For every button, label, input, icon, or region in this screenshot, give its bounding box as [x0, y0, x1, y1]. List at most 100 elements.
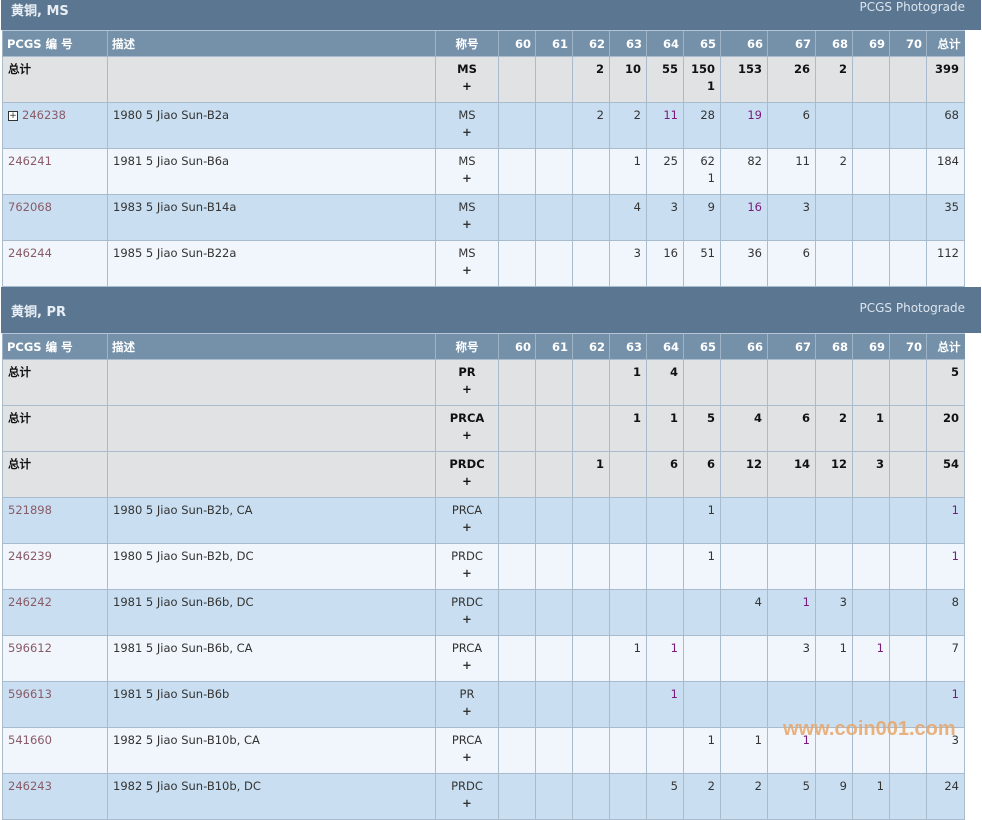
- grade-cell: 2: [816, 406, 853, 452]
- grade-cell[interactable]: 1: [647, 636, 684, 682]
- total-cell[interactable]: 24: [927, 774, 965, 820]
- total-cell[interactable]: 35: [927, 195, 965, 241]
- grade-cell[interactable]: 11: [768, 149, 816, 195]
- grade-cell: [610, 590, 647, 636]
- col-grade: 61: [536, 334, 573, 360]
- col-grade: 65: [684, 334, 721, 360]
- grade-cell[interactable]: 3: [647, 195, 684, 241]
- grade-cell[interactable]: 5: [647, 774, 684, 820]
- grade-cell[interactable]: 2: [684, 774, 721, 820]
- watermark: www.coin001.com: [783, 718, 956, 741]
- grade-cell[interactable]: 4: [610, 195, 647, 241]
- pcgs-number-link[interactable]: 246244: [8, 246, 52, 260]
- grade-cell[interactable]: 1: [647, 682, 684, 728]
- pcgs-number-link[interactable]: 246238: [22, 108, 66, 122]
- expand-icon[interactable]: +: [8, 111, 18, 121]
- grade-cell[interactable]: 9: [684, 195, 721, 241]
- grade-cell[interactable]: 3: [610, 241, 647, 287]
- designation-label: PRDC: [441, 594, 493, 611]
- designation-label: MS: [441, 61, 493, 78]
- grade-cell[interactable]: 1: [853, 774, 890, 820]
- grade-cell[interactable]: 2: [610, 103, 647, 149]
- grade-cell[interactable]: 1: [816, 636, 853, 682]
- grade-cell[interactable]: 1: [684, 544, 721, 590]
- total-cell[interactable]: 7: [927, 636, 965, 682]
- grade-cell: [573, 774, 610, 820]
- total-cell[interactable]: 184: [927, 149, 965, 195]
- pcgs-number-link[interactable]: 596612: [8, 641, 52, 655]
- pcgs-number-link[interactable]: 541660: [8, 733, 52, 747]
- col-grade: 64: [647, 334, 684, 360]
- pcgs-number-link[interactable]: 246243: [8, 779, 52, 793]
- grade-cell[interactable]: 16: [721, 195, 768, 241]
- plus-label: +: [441, 427, 493, 444]
- total-label: 总计: [3, 57, 108, 103]
- grade-cell[interactable]: 9: [816, 774, 853, 820]
- grade-cell[interactable]: 62 1: [684, 149, 721, 195]
- grade-cell[interactable]: 1: [610, 149, 647, 195]
- grade-cell[interactable]: 25: [647, 149, 684, 195]
- grade-cell[interactable]: 16: [647, 241, 684, 287]
- grade-cell: [816, 360, 853, 406]
- photograde-link[interactable]: PCGS Photograde: [860, 0, 965, 14]
- total-cell[interactable]: 1: [927, 498, 965, 544]
- grade-cell[interactable]: 82: [721, 149, 768, 195]
- grade-cell[interactable]: 3: [768, 636, 816, 682]
- pcgs-number-link[interactable]: 246241: [8, 154, 52, 168]
- plus-label: +: [441, 124, 493, 141]
- grade-cell[interactable]: 19: [721, 103, 768, 149]
- pcgs-number-link[interactable]: 521898: [8, 503, 52, 517]
- grade-cell[interactable]: 4: [721, 590, 768, 636]
- grade-cell: [890, 544, 927, 590]
- grade-cell[interactable]: 28: [684, 103, 721, 149]
- pcgs-number-link[interactable]: 246242: [8, 595, 52, 609]
- grade-cell[interactable]: 1: [684, 498, 721, 544]
- grade-cell: 12: [816, 452, 853, 498]
- pcgs-number-link[interactable]: 246239: [8, 549, 52, 563]
- total-cell[interactable]: 112: [927, 241, 965, 287]
- section-header: 黄铜, MS PCGS Photograde: [1, 0, 981, 30]
- grade-cell[interactable]: 1: [768, 590, 816, 636]
- total-cell[interactable]: 1: [927, 544, 965, 590]
- pcgs-number-link[interactable]: 762068: [8, 200, 52, 214]
- grade-cell: [853, 360, 890, 406]
- grade-cell[interactable]: 5: [768, 774, 816, 820]
- total-cell[interactable]: 8: [927, 590, 965, 636]
- grade-cell: [768, 498, 816, 544]
- grade-cell: [573, 360, 610, 406]
- total-cell[interactable]: 68: [927, 103, 965, 149]
- description: [108, 57, 436, 103]
- grade-cell[interactable]: 2: [816, 149, 853, 195]
- grade-cell[interactable]: 1: [853, 636, 890, 682]
- grade-cell: 1: [610, 406, 647, 452]
- grade-cell[interactable]: 1: [610, 636, 647, 682]
- section-title: 黄铜, PR: [11, 301, 66, 320]
- grade-cell[interactable]: 51: [684, 241, 721, 287]
- grade-cell[interactable]: 3: [816, 590, 853, 636]
- grade-cell: [816, 241, 853, 287]
- grade-cell[interactable]: 36: [721, 241, 768, 287]
- grade-cell: [890, 452, 927, 498]
- grade-cell[interactable]: 11: [647, 103, 684, 149]
- grade-cell[interactable]: 1: [684, 728, 721, 774]
- photograde-link[interactable]: PCGS Photograde: [860, 301, 965, 315]
- grade-cell: [853, 241, 890, 287]
- grade-cell: 1: [853, 406, 890, 452]
- total-cell: 399: [927, 57, 965, 103]
- pcgs-number-link[interactable]: 596613: [8, 687, 52, 701]
- col-grade: 60: [499, 31, 536, 57]
- designation: PR+: [436, 360, 499, 406]
- grade-cell[interactable]: 6: [768, 241, 816, 287]
- grade-cell[interactable]: 2: [721, 774, 768, 820]
- plus-label: +: [441, 170, 493, 187]
- grade-cell: [499, 360, 536, 406]
- grade-cell: [536, 452, 573, 498]
- grade-cell[interactable]: 6: [768, 103, 816, 149]
- grade-cell[interactable]: 3: [768, 195, 816, 241]
- total-cell: 5: [927, 360, 965, 406]
- grade-cell: [536, 195, 573, 241]
- grade-cell[interactable]: 2: [573, 103, 610, 149]
- grade-cell[interactable]: 1: [721, 728, 768, 774]
